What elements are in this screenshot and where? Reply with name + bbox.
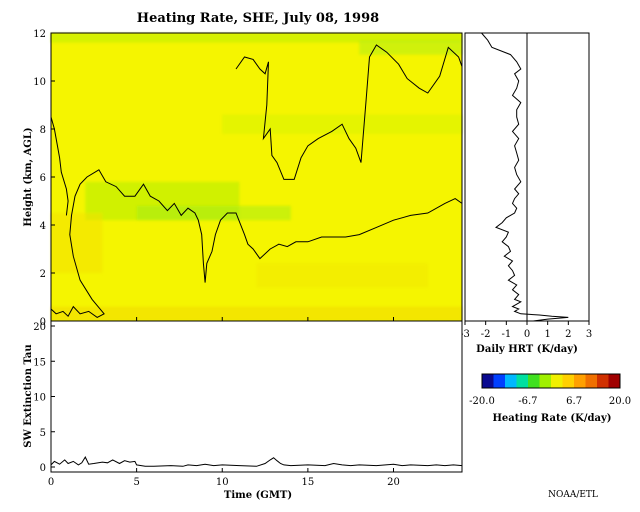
colorbar-frame <box>481 373 621 389</box>
colorbar-label: Heating Rate (K/day) <box>492 413 611 424</box>
colorbar-ticks: -20.0 -6.7 6.7 20.0 <box>469 396 631 407</box>
tau-y-ticks: 0 5 10 15 20 <box>33 322 55 474</box>
profile-x-tick-label: 1 <box>544 329 550 340</box>
tau-x-ticks: 0 5 10 15 20 <box>48 468 400 488</box>
profile-x-tick-label: -3 <box>460 329 470 340</box>
profile-x-tick-label: 3 <box>586 329 592 340</box>
heatmap-y-tick-label: 4 <box>40 221 46 232</box>
credit-label: NOAA/ETL <box>548 490 598 500</box>
tau-series-line <box>50 456 463 467</box>
tau-y-tick-label: 15 <box>33 357 46 368</box>
heatmap-y-tick-label: 12 <box>33 29 46 40</box>
tau-x-tick-label: 15 <box>302 477 315 488</box>
colorbar-tick-label: -6.7 <box>518 396 537 407</box>
heatmap-shade-band <box>51 33 462 43</box>
colorbar-cell <box>562 374 575 388</box>
profile-panel: -3 -2 -1 0 1 2 3 Daily HRT (K/day) <box>460 32 592 355</box>
tau-x-tick-label: 0 <box>48 477 54 488</box>
heatmap-y-label: Height (km, AGL) <box>23 127 34 226</box>
profile-x-tick-label: 2 <box>565 329 571 340</box>
heatmap-shade-band <box>51 306 462 321</box>
colorbar-tick-label: -20.0 <box>469 396 495 407</box>
tau-x-tick-label: 20 <box>387 477 400 488</box>
colorbar-cells <box>482 374 621 388</box>
profile-x-ticks: -3 -2 -1 0 1 2 3 <box>460 321 592 340</box>
tau-y-tick-label: 10 <box>33 393 46 404</box>
tau-x-tick-label: 10 <box>216 477 229 488</box>
contour-upper <box>235 44 463 180</box>
chart-title: Heating Rate, SHE, July 08, 1998 <box>137 11 379 26</box>
heatmap-shade-band <box>256 263 428 288</box>
colorbar-cell <box>574 374 586 388</box>
heatmap-y-tick-label: 0 <box>40 317 46 328</box>
colorbar-tick-label: 20.0 <box>609 396 631 407</box>
contour-lower <box>50 169 463 318</box>
tau-y-label: SW Extinction Tau <box>23 344 34 447</box>
colorbar-cell <box>528 374 540 388</box>
profile-series-line <box>481 32 569 322</box>
colorbar-cell <box>505 374 517 388</box>
colorbar-cell <box>608 374 621 388</box>
tau-y-tick-label: 5 <box>40 428 46 439</box>
colorbar-cell <box>482 374 494 388</box>
colorbar: -20.0 -6.7 6.7 20.0 Heating Rate (K/day) <box>469 373 631 424</box>
tau-y-tick-label: 20 <box>33 322 46 333</box>
colorbar-cell <box>551 374 563 388</box>
tau-x-tick-label: 5 <box>133 477 139 488</box>
colorbar-cell <box>597 374 609 388</box>
colorbar-cell <box>539 374 552 388</box>
colorbar-cell <box>585 374 598 388</box>
tau-frame <box>50 320 463 473</box>
profile-x-label: Daily HRT (K/day) <box>476 344 578 355</box>
heatmap-y-tick-label: 6 <box>40 173 46 184</box>
profile-x-tick-label: -1 <box>501 329 511 340</box>
tau-x-label: Time (GMT) <box>224 490 292 501</box>
heatmap-y-tick-label: 8 <box>40 125 46 136</box>
heatmap-y-tick-label: 2 <box>40 269 46 280</box>
colorbar-cell <box>516 374 529 388</box>
heatmap-panel: 0 2 4 6 8 10 12 Height (km, AGL) <box>23 29 463 328</box>
heatmap-shade-band <box>136 205 291 221</box>
profile-x-tick-label: 0 <box>524 329 530 340</box>
heatmap-y-tick-label: 10 <box>33 77 46 88</box>
heatmap-shading <box>51 33 462 321</box>
profile-x-tick-label: -2 <box>481 329 491 340</box>
tau-panel: 0 5 10 15 20 0 5 10 15 20 SW Extinction Tau Time… <box>23 320 463 501</box>
colorbar-tick-label: 6.7 <box>566 396 582 407</box>
tau-y-tick-label: 0 <box>40 463 46 474</box>
heatmap-shade-band <box>51 213 103 273</box>
colorbar-cell <box>493 374 506 388</box>
